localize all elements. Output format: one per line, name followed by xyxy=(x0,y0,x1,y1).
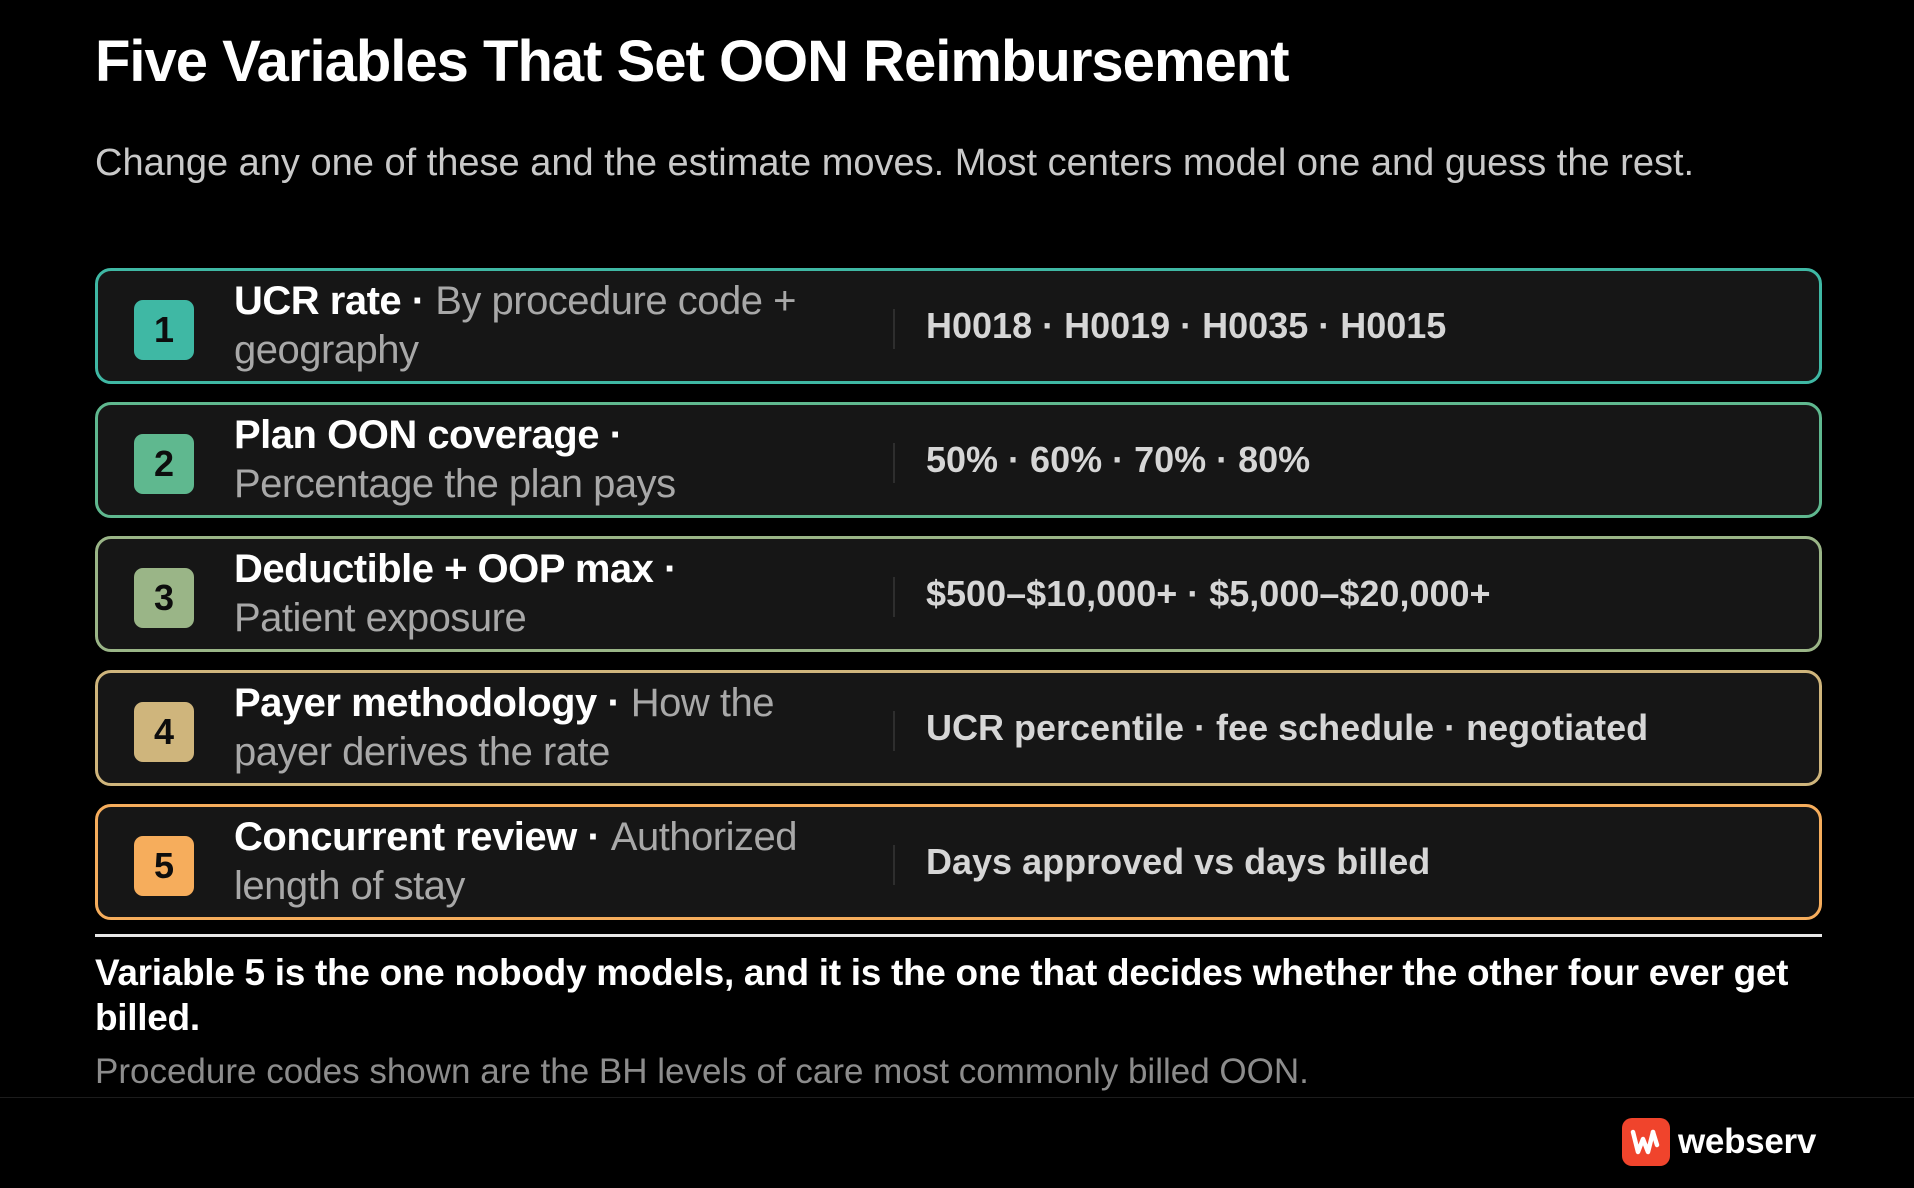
variable-description: Patient exposure xyxy=(234,596,527,640)
logo-glyph-icon xyxy=(1630,1129,1660,1155)
variable-row-3: 3 Deductible + OOP max · Patient exposur… xyxy=(95,536,1822,652)
variable-label: Payer methodology · How the payer derive… xyxy=(234,679,874,777)
variable-label: Plan OON coverage · Percentage the plan … xyxy=(234,411,874,509)
variable-values: H0018 · H0019 · H0035 · H0015 xyxy=(926,305,1447,346)
variable-name: Deductible + OOP max xyxy=(234,547,654,591)
variable-values: 50% · 60% · 70% · 80% xyxy=(926,439,1311,480)
variable-row-1: 1 UCR rate · By procedure code + geograp… xyxy=(95,268,1822,384)
variable-values: UCR percentile · fee schedule · negotiat… xyxy=(926,707,1649,748)
brand-name: webserv xyxy=(1678,1122,1816,1161)
variable-list: 1 UCR rate · By procedure code + geograp… xyxy=(95,268,1822,938)
divider xyxy=(893,577,895,617)
variable-name: Concurrent review xyxy=(234,815,577,859)
divider xyxy=(893,309,895,349)
separator: · xyxy=(401,279,436,323)
variable-label: Deductible + OOP max · Patient exposure xyxy=(234,545,874,643)
divider xyxy=(893,845,895,885)
variable-description: How the payer derives the rate xyxy=(234,681,775,774)
webserv-logo-icon xyxy=(1622,1118,1670,1166)
variable-description: Percentage the plan pays xyxy=(234,462,676,506)
variable-description: Authorized length of stay xyxy=(234,815,798,908)
number-badge: 4 xyxy=(134,702,194,762)
separator: · xyxy=(576,815,611,859)
separator: · xyxy=(653,547,677,591)
number-badge: 5 xyxy=(134,836,194,896)
number-badge: 3 xyxy=(134,568,194,628)
variable-values: $500–$10,000+ · $5,000–$20,000+ xyxy=(926,573,1491,614)
brand-logo: webserv xyxy=(1622,1118,1816,1166)
separator: · xyxy=(598,413,623,457)
subtitle: Change any one of these and the estimate… xyxy=(95,142,1695,184)
divider xyxy=(893,711,895,751)
number-badge: 1 xyxy=(134,300,194,360)
footer-divider xyxy=(0,1097,1914,1098)
variable-row-4: 4 Payer methodology · How the payer deri… xyxy=(95,670,1822,786)
variable-name: UCR rate xyxy=(234,279,402,323)
footnote: Procedure codes shown are the BH levels … xyxy=(95,1052,1309,1091)
divider xyxy=(893,443,895,483)
variable-description: By procedure code + geography xyxy=(234,279,796,372)
variable-label: Concurrent review · Authorized length of… xyxy=(234,813,874,911)
key-takeaway: Variable 5 is the one nobody models, and… xyxy=(95,952,1789,1038)
variable-name: Plan OON coverage xyxy=(234,413,599,457)
variable-values: Days approved vs days billed xyxy=(926,841,1431,882)
separator: · xyxy=(596,681,631,725)
section-rule xyxy=(95,934,1822,937)
number-badge: 2 xyxy=(134,434,194,494)
variable-row-2: 2 Plan OON coverage · Percentage the pla… xyxy=(95,402,1822,518)
variable-name: Payer methodology xyxy=(234,681,597,725)
page-title: Five Variables That Set OON Reimbursemen… xyxy=(95,29,1290,94)
variable-label: UCR rate · By procedure code + geography xyxy=(234,277,874,375)
variable-row-5: 5 Concurrent review · Authorized length … xyxy=(95,804,1822,920)
